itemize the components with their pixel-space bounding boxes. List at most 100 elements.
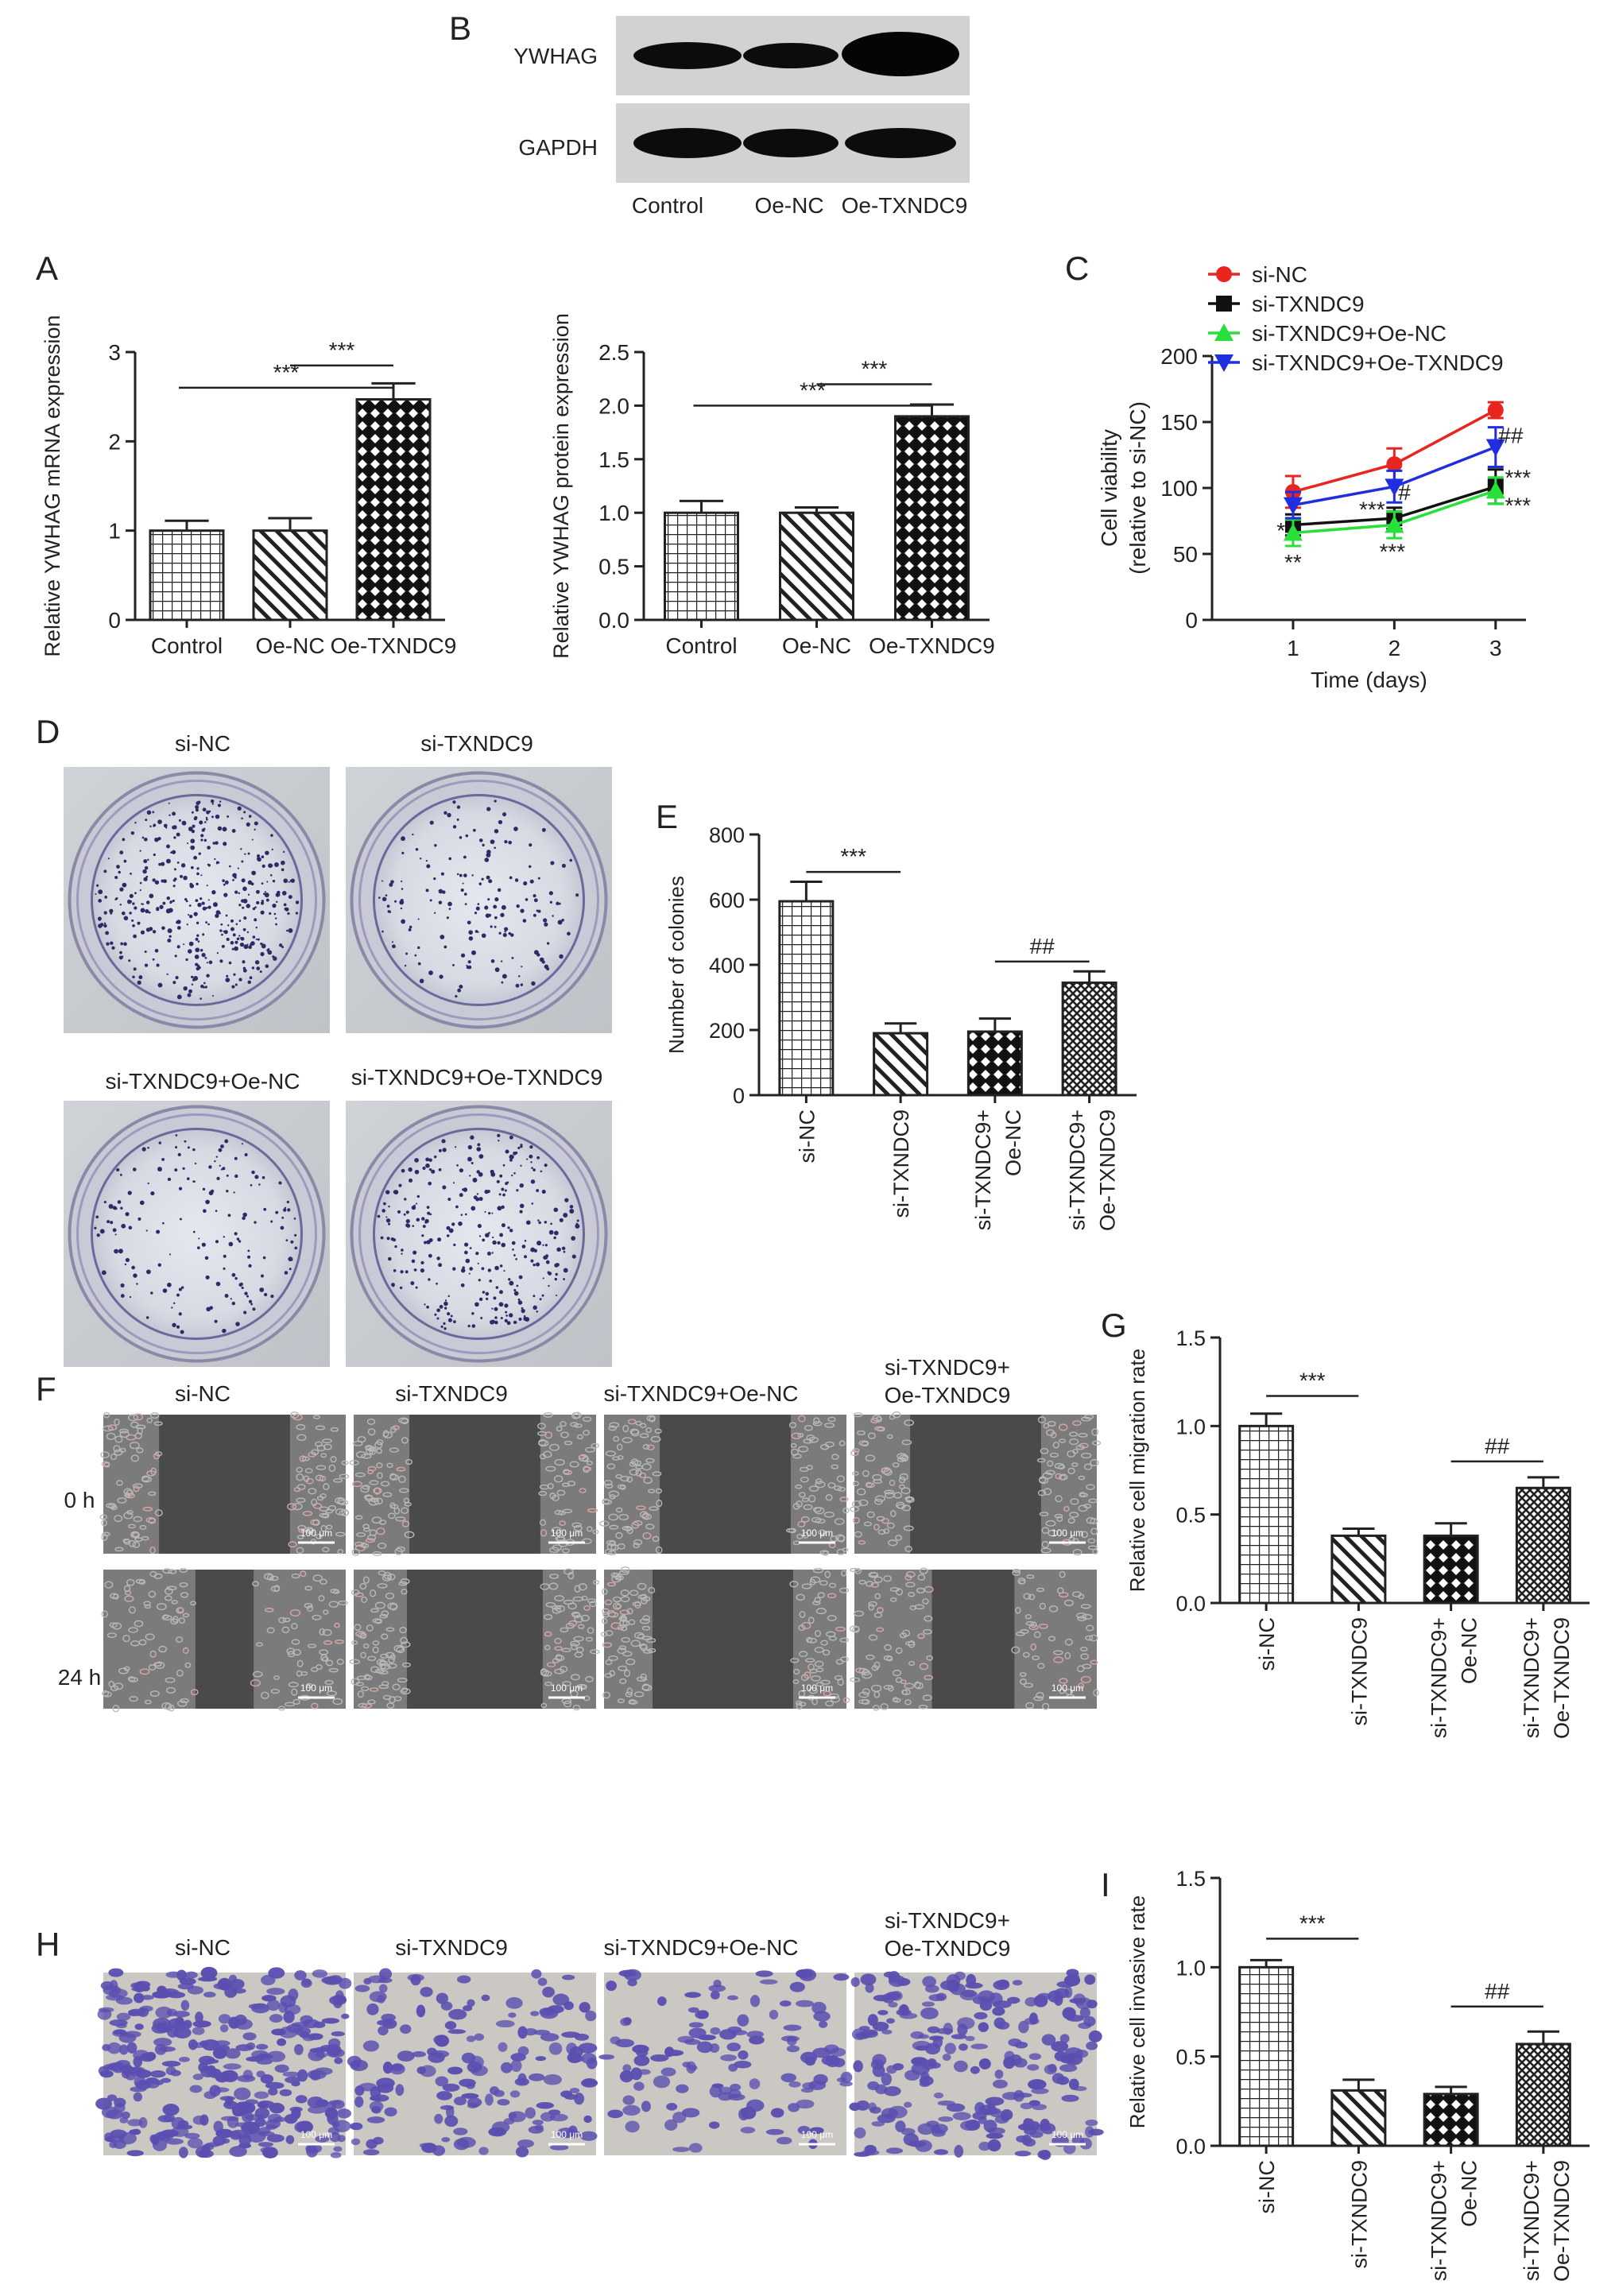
colony [226,937,230,941]
colony [223,883,226,886]
cell [1039,1602,1047,1610]
stained-cell [461,2093,479,2099]
colony [387,1256,392,1261]
cell [897,1457,906,1462]
stained-cell [329,1995,347,2006]
colony [436,1256,440,1260]
cell [813,1417,820,1424]
colony [261,882,264,885]
colony [262,1256,266,1260]
cell [111,1622,122,1630]
colony [222,1167,226,1171]
stained-cell [920,2007,939,2019]
colony [498,1139,500,1142]
stained-cell [1071,2135,1084,2146]
colony [184,897,188,901]
cell [545,1601,556,1608]
colony [563,1212,568,1218]
cell [571,1522,582,1528]
cell [620,1626,628,1632]
x-tick-label: 2 [1388,636,1401,660]
data-point [1385,515,1404,533]
scale-bar-label: 100 μm [1051,1527,1083,1539]
stained-cell [877,2010,889,2015]
stained-cell [397,2050,415,2062]
stained-cell [294,2043,304,2055]
colony [139,881,142,885]
colony [469,1267,474,1271]
colony [112,1228,117,1233]
cell [790,1448,800,1456]
cell [599,1520,610,1527]
cell [288,1541,297,1548]
colony [146,1269,151,1275]
stained-cell [1071,1973,1080,1982]
stained-cell [1064,2047,1083,2059]
stained-cell [720,2054,737,2062]
stained-cell [788,2103,800,2112]
colony [543,918,548,923]
cell [176,1700,188,1707]
colony [178,1312,182,1316]
colony [257,938,260,941]
cell [319,1578,327,1585]
colony [188,941,194,947]
stained-cell [416,2004,426,2018]
colony [575,1223,580,1229]
cell [291,1639,300,1645]
stained-cell [192,2020,211,2028]
cell [819,1679,831,1685]
stained-cell [718,2092,733,2101]
cell [851,1471,859,1476]
colony [511,1241,516,1245]
cell [539,1519,547,1526]
colony [406,1223,411,1228]
colony [424,1241,427,1245]
colony [478,1279,481,1282]
stained-cell [797,2125,811,2135]
x-tick-label-line: Oe-TXNDC9 [1550,2160,1574,2282]
stained-cell [881,2029,893,2035]
stained-cell [676,2084,689,2093]
cell [182,1647,189,1655]
cell [645,1427,653,1434]
data-point [1283,523,1303,541]
colony [198,1237,200,1240]
cell [400,1636,408,1644]
cell [1028,1624,1039,1631]
cell [103,1411,110,1419]
cell [562,1681,571,1686]
colony [412,1225,415,1228]
colony [98,899,102,903]
cell [877,1529,886,1535]
cell [1055,1495,1063,1503]
stained-cell [1088,2128,1104,2136]
colony [217,861,220,864]
cell [149,1570,157,1578]
cell [866,1511,875,1519]
colony [175,1146,178,1149]
stained-cell [970,2043,989,2050]
stained-cell [987,2139,1001,2152]
cell [555,1535,565,1541]
legend-marker [1216,266,1232,282]
cell [641,1512,650,1520]
colony [200,984,204,989]
colony [224,1139,229,1144]
x-tick-label: si-NC [1255,1617,1279,1671]
colony [264,891,266,893]
cell [601,1617,608,1624]
colony [243,811,246,814]
cell [114,1547,124,1552]
stained-cell [157,2115,174,2123]
stained-cell [378,1984,388,1993]
colony [515,1257,517,1260]
stained-cell [456,2136,476,2148]
stained-cell [376,2077,395,2089]
cell [808,1687,819,1694]
colony [529,1145,533,1149]
colony [238,978,242,982]
stained-cell [1028,2053,1042,2060]
stained-cell [769,2009,779,2020]
colony [459,985,463,989]
